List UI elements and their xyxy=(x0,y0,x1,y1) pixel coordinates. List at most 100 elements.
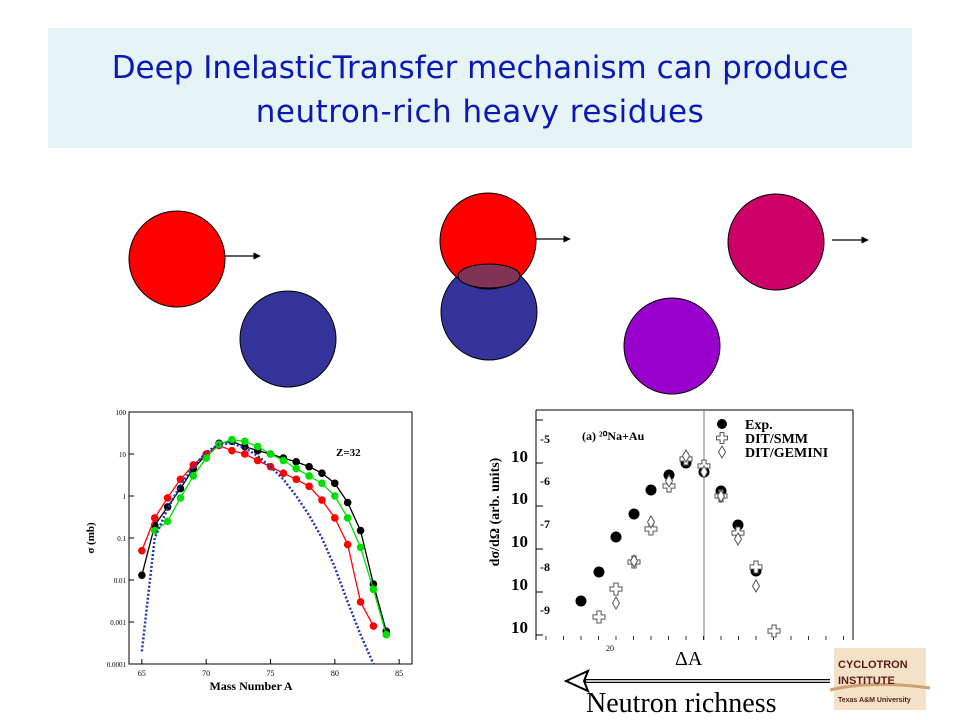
left-ytick-label: 10 xyxy=(119,451,127,459)
right-ylabel-exponent: -7 xyxy=(540,517,550,531)
left-series-point xyxy=(163,517,172,526)
projectile-nucleus-contact xyxy=(439,192,537,290)
left-series-point xyxy=(138,571,146,580)
left-series-point xyxy=(279,456,288,465)
right-ylabel-exponent: -8 xyxy=(540,560,550,574)
left-xtick-label: 75 xyxy=(267,669,275,678)
smm-point xyxy=(644,522,658,536)
right-ylabel-mantissa: 10 xyxy=(511,575,528,594)
left-series-point xyxy=(292,475,301,484)
right-ylabel-mantissa: 10 xyxy=(511,532,528,551)
x-stub-label: 20 xyxy=(606,644,614,653)
left-series-point xyxy=(305,472,313,480)
left-series-point xyxy=(356,526,365,535)
panel-label: (a) ²⁰Na+Au xyxy=(582,429,645,443)
left-series-point xyxy=(292,458,301,466)
left-xtick-label: 80 xyxy=(331,669,339,678)
gemini-point xyxy=(611,596,621,610)
logo-line-3: Texas A&M University xyxy=(838,697,911,704)
left-xtick-label: 65 xyxy=(138,669,146,678)
gemini-point xyxy=(681,449,691,463)
exp-point xyxy=(593,566,605,578)
exp-point xyxy=(732,519,744,531)
title-line-1: Deep InelasticTransfer mechanism can pro… xyxy=(111,50,849,86)
legend-marker-smm xyxy=(716,432,728,444)
left-series-point xyxy=(189,472,198,480)
left-series-point xyxy=(318,479,326,488)
left-ytick-label: 0.0001 xyxy=(107,661,127,669)
left-series-point xyxy=(318,469,326,477)
legend-gemini-glyph xyxy=(717,445,727,459)
right-ylabel-exponent: -9 xyxy=(540,603,550,617)
left-series-point xyxy=(253,456,262,465)
left-plot-series xyxy=(138,435,391,665)
left-series-point xyxy=(331,479,339,488)
light-residue xyxy=(727,193,825,291)
left-series-point xyxy=(356,598,365,606)
z-annotation: Z=32 xyxy=(336,447,361,459)
left-series-point xyxy=(343,540,352,549)
smm-point xyxy=(767,624,781,638)
left-plot-ticks: 65 70 75 80 85 100 10 1 0.1 0.01 0.001 0.0001 xyxy=(107,409,403,678)
logo-line-2: INSTITUTE xyxy=(838,675,895,687)
legend-marker-gemini xyxy=(717,445,727,459)
target-nucleus xyxy=(239,290,337,388)
left-series-point xyxy=(138,546,146,555)
right-ylabel-mantissa: 10 xyxy=(511,489,528,508)
delta-a-label: ΔA xyxy=(675,648,703,670)
arrow-head xyxy=(563,669,590,693)
left-series-point xyxy=(163,494,172,502)
left-series-point xyxy=(228,446,236,455)
right-plot-background xyxy=(480,398,856,650)
left-xtick-label: 70 xyxy=(202,669,210,678)
left-xtick-label: 85 xyxy=(395,669,403,678)
logo-swoosh xyxy=(829,682,931,692)
left-ytick-label: 100 xyxy=(116,409,127,417)
title-banner: Deep InelasticTransfer mechanism can pro… xyxy=(48,28,912,148)
left-series-point xyxy=(266,450,275,458)
logo-background xyxy=(834,648,926,710)
exp-point xyxy=(645,484,657,496)
left-ylabel: σ (mb) xyxy=(85,522,97,554)
left-series-line xyxy=(140,442,375,665)
gemini-point xyxy=(751,579,761,593)
logo-line-1: CYCLOTRON xyxy=(838,659,908,671)
right-plot-ticks xyxy=(536,419,844,640)
stage-contact xyxy=(439,192,571,361)
left-series-point xyxy=(343,498,352,507)
stage-separation xyxy=(623,193,869,395)
right-ylabel-exponent: -6 xyxy=(540,474,550,488)
left-series-point xyxy=(150,514,159,522)
heavy-residue xyxy=(623,297,721,395)
gemini-point xyxy=(664,474,674,488)
exp-point xyxy=(610,531,622,543)
legend-label-exp: Exp. xyxy=(745,418,773,433)
left-series-point xyxy=(292,464,301,473)
left-series-point xyxy=(150,526,159,535)
cyclotron-logo: CYCLOTRON INSTITUTE Texas A&M University xyxy=(829,648,931,710)
left-series-point xyxy=(240,450,249,458)
right-ylabel: dσ/dΩ (arb. units) xyxy=(488,457,503,566)
left-ytick-label: 0.1 xyxy=(117,535,126,543)
gemini-point xyxy=(716,489,726,503)
stage-approach xyxy=(128,210,337,388)
exp-point xyxy=(628,508,640,520)
title-line-2: neutron-rich heavy residues xyxy=(255,94,705,130)
smm-point xyxy=(592,610,606,624)
exp-point xyxy=(575,595,587,607)
left-ytick-label: 1 xyxy=(123,493,127,501)
left-series-point xyxy=(176,484,185,493)
left-series-point xyxy=(382,630,391,639)
left-series-point xyxy=(318,496,326,504)
left-series-point xyxy=(279,469,288,477)
projectile-nucleus xyxy=(128,210,226,308)
right-plot-ylabels: 10 -5 10 -6 10 -7 10 -8 10 -9 xyxy=(511,432,550,637)
neck-overlap xyxy=(457,263,521,289)
right-ylabel-mantissa: 10 xyxy=(511,618,528,637)
gemini-point xyxy=(733,532,743,546)
left-ytick-label: 0.001 xyxy=(110,619,126,627)
left-series-point xyxy=(176,494,185,502)
left-series-point xyxy=(253,442,262,451)
